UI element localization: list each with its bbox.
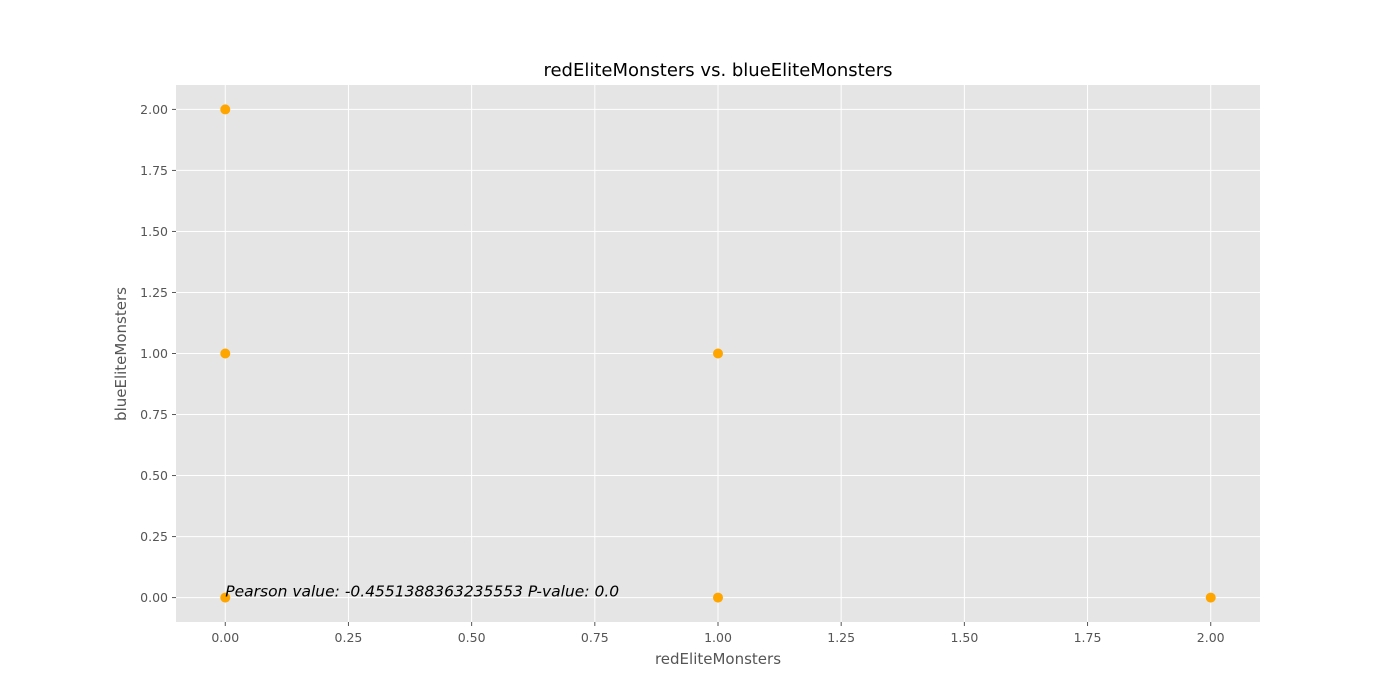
x-tick-label: 2.00 (1197, 630, 1225, 645)
x-tick-label: 0.50 (458, 630, 486, 645)
data-points (220, 104, 1216, 603)
x-axis-label: redEliteMonsters (655, 650, 781, 668)
pearson-annotation: Pearson value: -0.4551388363235553 P-val… (225, 583, 619, 601)
y-tick-label: 0.00 (140, 590, 168, 605)
chart-title: redEliteMonsters vs. blueEliteMonsters (543, 60, 892, 81)
x-tick-label: 1.25 (827, 630, 855, 645)
x-tick-label: 0.25 (335, 630, 363, 645)
data-point (220, 592, 231, 603)
y-tick-label: 0.25 (140, 529, 168, 544)
y-tick-label: 0.75 (140, 407, 168, 422)
data-point (220, 348, 231, 359)
x-tick-label: 1.00 (704, 630, 732, 645)
x-tick-label: 1.75 (1074, 630, 1102, 645)
data-point (1205, 592, 1216, 603)
data-point (220, 104, 231, 115)
y-tick-label: 1.25 (140, 285, 168, 300)
y-tick-label: 1.75 (140, 163, 168, 178)
data-point (713, 348, 723, 359)
data-point (713, 592, 723, 603)
y-tick-label: 2.00 (140, 102, 168, 117)
x-tick-label: 0.75 (581, 630, 609, 645)
x-axis-ticks: 0.00 0.25 0.50 0.75 1.00 1.25 1.50 1.75 2.00 (211, 622, 1225, 645)
x-tick-label: 0.00 (211, 630, 239, 645)
y-tick-label: 0.50 (140, 468, 168, 483)
y-tick-label: 1.00 (140, 346, 168, 361)
y-tick-label: 1.50 (140, 224, 168, 239)
y-axis-label: blueEliteMonsters (112, 287, 130, 421)
y-axis-ticks: 0.00 0.25 0.50 0.75 1.00 1.25 1.50 1.75 2.00 (140, 102, 176, 605)
x-tick-label: 1.50 (950, 630, 978, 645)
